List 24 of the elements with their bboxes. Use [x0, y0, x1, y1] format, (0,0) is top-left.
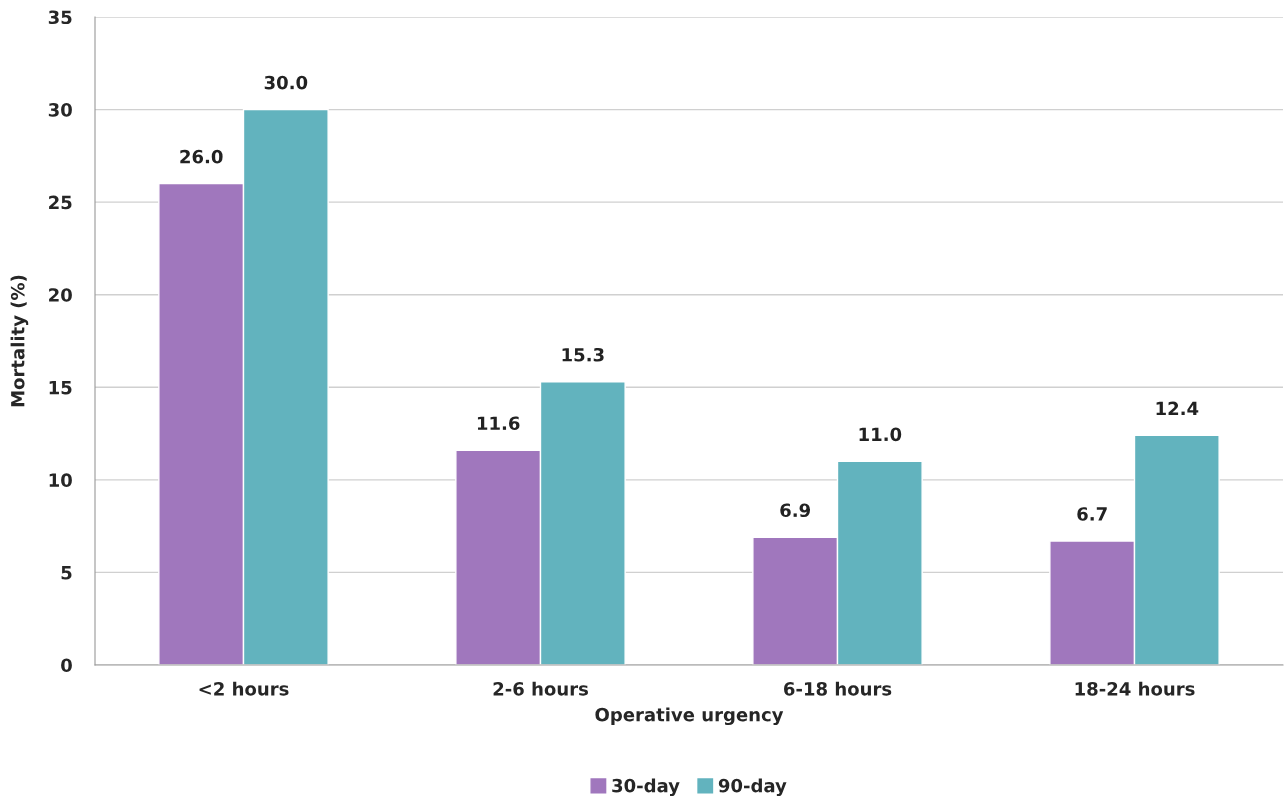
y-tick-label: 5	[61, 566, 72, 580]
data-label: 15.3	[562, 347, 604, 362]
x-tick-label: 2-6 hours	[493, 681, 588, 696]
x-tick-label: <2 hours	[199, 681, 289, 696]
data-label: 11.0	[859, 427, 902, 442]
data-label: 12.4	[1156, 401, 1199, 415]
y-tick-label: 0	[61, 658, 72, 673]
y-tick-label: 20	[49, 288, 72, 302]
legend-label: 30-day	[612, 778, 680, 797]
y-axis-title: Mortality (%)	[10, 275, 29, 407]
data-label: 6.7	[1077, 507, 1107, 521]
x-axis-title: Operative urgency	[595, 707, 784, 726]
data-label: 6.9	[780, 503, 811, 518]
y-tick-label: 30	[48, 103, 72, 117]
data-label: 11.6	[477, 416, 520, 431]
y-tick-label: 10	[49, 473, 72, 487]
y-tick-label: 25	[49, 195, 72, 210]
legend-label: 90-day	[718, 778, 787, 797]
x-tick-label: 18-24 hours	[1075, 681, 1195, 696]
y-tick-label: 35	[48, 10, 72, 25]
y-tick-label: 15	[49, 380, 72, 395]
data-label: 26.0	[180, 149, 223, 164]
x-tick-label: 6-18 hours	[784, 681, 892, 696]
data-label: 30.0	[264, 75, 308, 90]
